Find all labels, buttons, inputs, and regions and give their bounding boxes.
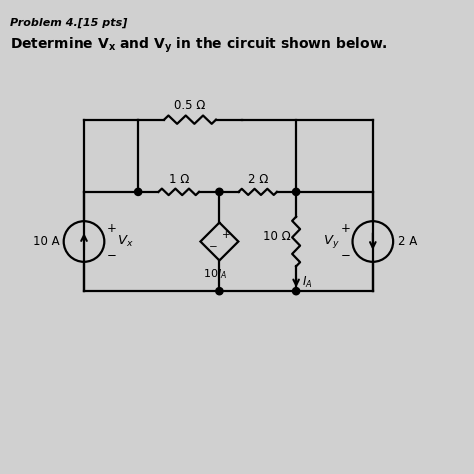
Text: 1 Ω: 1 Ω [169,173,189,186]
Text: $V_x$: $V_x$ [117,234,134,249]
Text: $V_y$: $V_y$ [323,233,340,250]
Text: Problem 4.[15 pts]: Problem 4.[15 pts] [9,18,127,28]
Text: $I_A$: $I_A$ [301,274,312,290]
Text: 10$I_A$: 10$I_A$ [203,267,227,281]
Text: 10 Ω: 10 Ω [263,230,291,244]
Text: −: − [107,248,117,262]
Circle shape [216,288,223,295]
Circle shape [135,188,142,195]
Text: 10 A: 10 A [33,235,59,248]
Text: 0.5 Ω: 0.5 Ω [174,99,206,111]
Circle shape [292,288,300,295]
Text: 2 Ω: 2 Ω [247,173,268,186]
Text: 2 A: 2 A [398,235,417,248]
Text: +: + [107,222,117,236]
Text: Determine $\mathbf{V_x}$ $\mathbf{and}$ $\mathbf{V_y}$ in the circuit shown belo: Determine $\mathbf{V_x}$ $\mathbf{and}$ … [9,36,387,55]
Text: −: − [340,248,350,262]
Text: +: + [222,230,230,240]
Circle shape [216,188,223,195]
Text: +: + [340,222,350,236]
Text: −: − [209,242,217,252]
Circle shape [292,188,300,195]
